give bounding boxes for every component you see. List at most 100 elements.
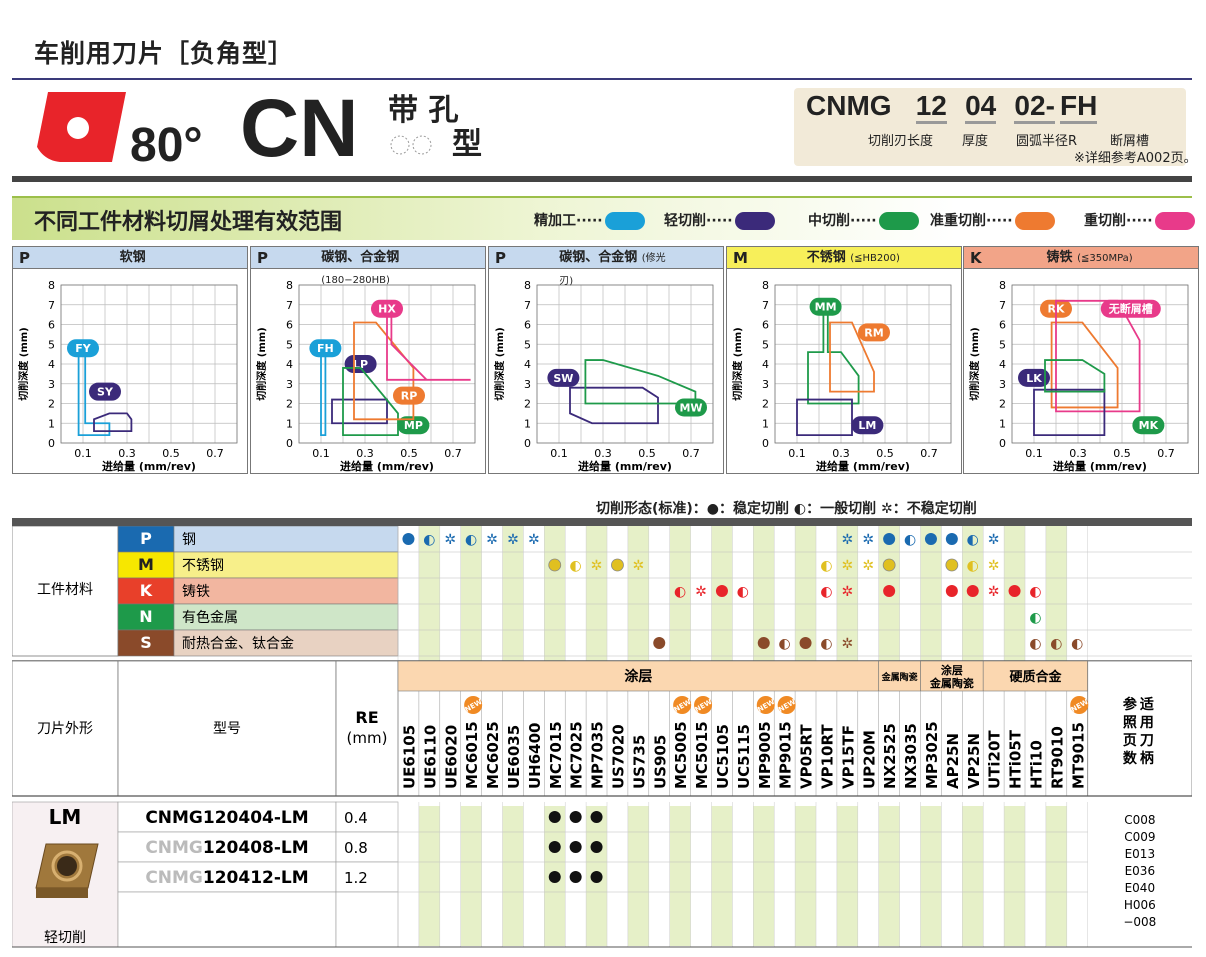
kanji-bottom: 型	[452, 127, 482, 162]
x-axis-label: 进给量 (mm/rev)	[102, 459, 196, 473]
material-name: 不锈钢	[182, 558, 224, 574]
grade-column-shade	[1004, 806, 1025, 946]
state-unstable: ✲	[695, 584, 707, 600]
state-stable	[611, 558, 624, 572]
grade-column-shade	[669, 526, 691, 661]
x-tick-label: 0.5	[638, 447, 656, 460]
grade-column-shade	[920, 526, 942, 661]
coating-header: 涂层	[624, 668, 652, 685]
chart-note: (修光刃)	[559, 253, 666, 287]
range-badge	[67, 339, 99, 358]
range-SY	[93, 412, 133, 433]
grade-column-shade	[418, 806, 440, 946]
grade-column-shade	[795, 526, 816, 661]
code-label-radius: 圆弧半径R	[1016, 134, 1078, 149]
state-general: ◐	[674, 584, 686, 600]
holder-ref-header: 参适	[1123, 696, 1157, 713]
range-label: RM	[864, 326, 883, 339]
grade-name: AP25N	[944, 733, 962, 789]
range-LK	[1033, 388, 1106, 437]
range-badge	[397, 416, 430, 435]
range-label: MK	[1139, 419, 1159, 432]
chipbreaker-label: 轻切削	[44, 930, 86, 946]
grade-column-shade	[544, 526, 566, 661]
state-unstable: ✲	[591, 558, 603, 574]
grade-column-shade	[836, 526, 858, 661]
chart-panel-3: P 碳钢、合金钢 (修光刃) 0 1 2 3 4 5 6 7 8 0.1 0.3 0.5 0.7 进给量 (m…	[488, 246, 724, 474]
material-code-cell	[117, 526, 175, 553]
range-MM	[807, 303, 860, 405]
x-tick-label: 0.7	[1157, 447, 1175, 460]
chart-title: 碳钢、合金钢 (修光刃)	[559, 250, 666, 287]
material-label: 工件材料	[37, 582, 93, 598]
y-tick-label: 1	[999, 417, 1006, 430]
state-stable	[883, 533, 896, 545]
x-tick-label: 0.3	[1069, 447, 1087, 460]
chart-panel-1: P 软钢 0 1 2 3 4 5 6 7 8 0.1 0.3 0.5 0.7 进给量 (mm/rev) 切削深…	[12, 246, 248, 474]
y-axis-label: 切削深度 (mm)	[968, 327, 981, 400]
state-unstable: ✲	[486, 532, 498, 548]
cermet-header: 金属陶瓷	[881, 671, 918, 683]
new-badge	[777, 696, 796, 714]
x-axis-label: 进给量 (mm/rev)	[816, 459, 910, 473]
code-part-edge: 12	[915, 90, 947, 124]
carbide-header-cell	[982, 660, 1089, 692]
state-general: ◐	[820, 584, 832, 600]
grade-name: UE6020	[442, 725, 460, 789]
y-tick-label: 7	[762, 299, 769, 312]
grade-name: US905	[651, 735, 669, 789]
x-tick-label: 0.5	[162, 447, 180, 460]
chart-plot: 0 1 2 3 4 5 6 7 8 0.1 0.3 0.5 0.7 进给量 (mm/rev) 切削深度 (m…	[968, 279, 1189, 473]
hole-marks	[390, 132, 454, 162]
chart-panel-4: M 不锈钢 (≦HB200) 0 1 2 3 4 5 6 7 8 0.1 0.3 0.5 0.7 进给量 (m…	[726, 246, 962, 474]
state-general: ◐	[1029, 584, 1041, 600]
grade-name: MP3025	[923, 721, 941, 789]
y-tick-label: 5	[48, 338, 55, 351]
state-unstable: ✲	[507, 532, 519, 548]
chart-header: K 铸铁 (≦350MPa)	[964, 247, 1198, 269]
legend-heavy: 重切削·····	[1084, 210, 1195, 230]
code-part-series: CNMG	[806, 90, 892, 121]
state-unstable: ✲	[862, 558, 874, 574]
y-tick-label: 3	[48, 378, 55, 391]
range-badge	[675, 398, 707, 417]
grade-name: MC5015	[693, 721, 711, 789]
y-tick-label: 1	[286, 417, 293, 430]
holder-ref-header: 页刀	[1123, 733, 1157, 749]
state-stable	[882, 558, 896, 572]
y-tick-label: 7	[524, 299, 531, 312]
y-tick-label: 1	[48, 417, 55, 430]
legend-semi-heavy: 准重切削·····	[930, 210, 1055, 230]
range-label: FH	[317, 342, 334, 355]
range-badge	[1100, 299, 1161, 318]
grade-column-shade	[1045, 806, 1067, 946]
section-title: 不同工件材料切屑处理有效范围	[34, 210, 343, 235]
material-code: K	[140, 581, 153, 600]
new-badge	[673, 696, 692, 714]
holder-ref: E036	[1125, 864, 1156, 878]
code-part-breaker: FH	[1059, 90, 1098, 124]
x-tick-label: 0.3	[832, 447, 850, 460]
y-axis-label: 切削深度 (mm)	[731, 327, 744, 400]
range-HX	[386, 303, 471, 381]
re-cell	[335, 831, 399, 863]
coated-cermet-header-1: 涂层	[941, 663, 963, 677]
x-tick-label: 0.7	[206, 447, 224, 460]
chart-title: 碳钢、合金钢 (180−280HB)	[321, 250, 400, 286]
material-code: N	[139, 607, 152, 626]
grade-name: NX2525	[881, 723, 899, 789]
holder-ref: E040	[1125, 881, 1156, 895]
chart-header: P 软钢	[13, 247, 247, 269]
y-axis-label: 切削深度 (mm)	[493, 327, 506, 400]
stock-dot	[590, 871, 603, 883]
y-tick-label: 6	[524, 319, 531, 332]
chart-note: (≦HB200)	[850, 253, 900, 264]
state-general: ◐	[1029, 610, 1041, 626]
grade-column-shade	[627, 806, 649, 946]
grade-name: VP25N	[965, 733, 983, 789]
code-label-breaker: 断屑槽	[1110, 134, 1150, 149]
chart-note: (180−280HB)	[321, 275, 390, 286]
insert-image	[35, 843, 99, 898]
grade-name: MP9005	[756, 721, 774, 789]
grade-name: UTi20T	[986, 730, 1004, 789]
